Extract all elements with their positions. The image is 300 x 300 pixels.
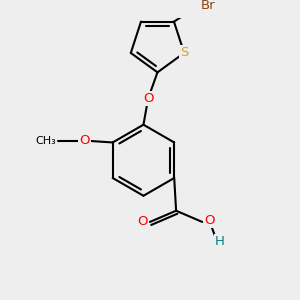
Text: O: O <box>137 215 148 228</box>
Text: O: O <box>205 214 215 226</box>
Text: S: S <box>180 46 188 59</box>
Text: O: O <box>143 92 153 105</box>
Text: CH₃: CH₃ <box>35 136 56 146</box>
Text: Br: Br <box>201 0 216 12</box>
Text: O: O <box>80 134 90 147</box>
Text: H: H <box>215 235 225 248</box>
